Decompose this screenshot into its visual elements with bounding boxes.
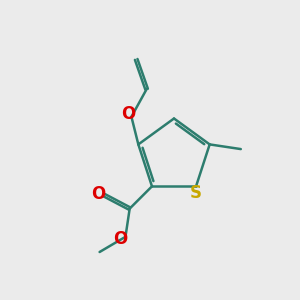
Text: S: S — [190, 184, 202, 202]
Text: O: O — [113, 230, 127, 248]
Text: O: O — [121, 105, 135, 123]
Text: O: O — [91, 185, 105, 203]
